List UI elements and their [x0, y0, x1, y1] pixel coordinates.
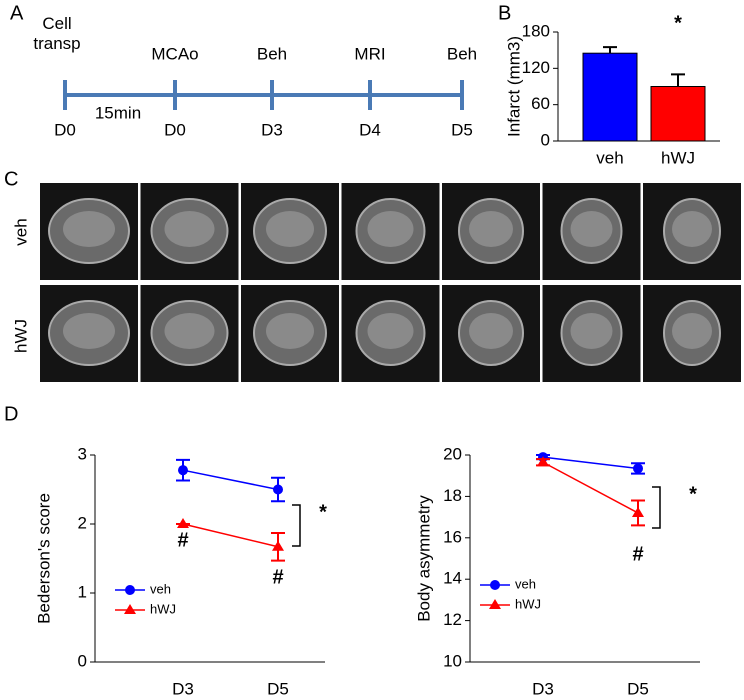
error-bar	[603, 46, 617, 54]
y-axis-label: Bederson's score	[34, 493, 53, 624]
annotation: *	[674, 12, 682, 34]
timeline: Cell transp D0 MCAo D0 Beh D3 MRI D4 Beh D5 15min	[33, 14, 477, 139]
event-label: Beh	[447, 44, 477, 63]
marker	[178, 465, 188, 476]
brain-inner	[570, 211, 613, 247]
y-tick-label: 60	[531, 94, 550, 113]
y-tick-label: 0	[78, 651, 87, 670]
brain-inner	[570, 313, 613, 349]
marker	[177, 518, 189, 528]
interval-label: 15min	[95, 103, 141, 122]
brain-inner	[469, 211, 513, 247]
legend-label: hWJ	[150, 601, 176, 616]
y-tick-label: 0	[541, 130, 550, 149]
y-tick-label: 1	[78, 582, 87, 601]
brain-inner	[367, 313, 414, 349]
panel-label: A	[10, 2, 24, 24]
legend-label: veh	[150, 581, 171, 596]
bar	[582, 52, 638, 142]
marker	[272, 540, 284, 551]
line	[542, 456, 639, 470]
x-tick-label: D5	[627, 679, 649, 698]
brain-inner	[266, 313, 314, 349]
legend-label: hWJ	[515, 596, 541, 611]
y-tick-label: 3	[78, 444, 87, 463]
brain-inner	[672, 211, 712, 247]
brain-inner	[164, 211, 215, 247]
y-tick-label: 10	[443, 651, 462, 670]
annotation: #	[272, 566, 283, 588]
marker	[633, 463, 643, 474]
y-tick-label: 120	[522, 58, 550, 77]
row-label: hWJ	[11, 319, 30, 353]
brain-inner	[367, 211, 414, 247]
line	[542, 461, 639, 514]
y-tick-label: 12	[443, 610, 462, 629]
marker	[273, 484, 283, 495]
row-label: veh	[11, 218, 30, 245]
day-label: D0	[164, 120, 186, 139]
event-label: MCAo	[151, 44, 198, 63]
x-tick-label: hWJ	[661, 148, 695, 167]
day-label: D4	[359, 120, 381, 139]
day-label: D3	[261, 120, 283, 139]
brain-inner	[672, 313, 712, 349]
brain-inner	[469, 313, 513, 349]
x-tick-label: veh	[596, 148, 623, 167]
y-tick-label: 180	[522, 21, 550, 40]
legend-marker	[489, 599, 501, 609]
day-label: D5	[451, 120, 473, 139]
legend-label: veh	[515, 576, 536, 591]
marker	[537, 456, 549, 467]
panel-label: C	[4, 168, 18, 190]
brain-inner	[63, 313, 115, 349]
y-tick-label: 14	[443, 569, 462, 588]
line	[182, 523, 279, 548]
error-bar	[671, 73, 685, 87]
brain-inner	[164, 313, 215, 349]
event-label: MRI	[354, 44, 385, 63]
legend-marker	[125, 585, 135, 595]
annotation: *	[319, 501, 327, 523]
annotation: #	[177, 529, 188, 551]
x-tick-label: D3	[532, 679, 554, 698]
mri-images	[40, 183, 741, 382]
event-label: Beh	[257, 44, 287, 63]
annotation: *	[689, 483, 697, 505]
panel-label: B	[498, 2, 511, 24]
x-tick-label: D3	[172, 679, 194, 698]
marker	[632, 506, 644, 517]
brain-inner	[266, 211, 314, 247]
y-tick-label: 20	[443, 444, 462, 463]
legend-marker	[124, 604, 136, 614]
y-tick-label: 18	[443, 486, 462, 505]
bracket	[652, 486, 661, 529]
brain-inner	[63, 211, 115, 247]
bracket	[292, 504, 301, 547]
annotation: #	[632, 543, 643, 565]
day-label: D0	[54, 120, 76, 139]
y-tick-label: 16	[443, 527, 462, 546]
y-axis-label: Infarct (mm3)	[504, 36, 523, 137]
bar	[650, 86, 706, 142]
panel-label: D	[4, 403, 18, 425]
event-label: Cell transp	[33, 14, 80, 53]
y-axis-label: Body asymmetry	[414, 495, 433, 622]
y-tick-label: 2	[78, 513, 87, 532]
legend-marker	[490, 580, 500, 590]
line	[182, 469, 279, 491]
x-tick-label: D5	[267, 679, 289, 698]
